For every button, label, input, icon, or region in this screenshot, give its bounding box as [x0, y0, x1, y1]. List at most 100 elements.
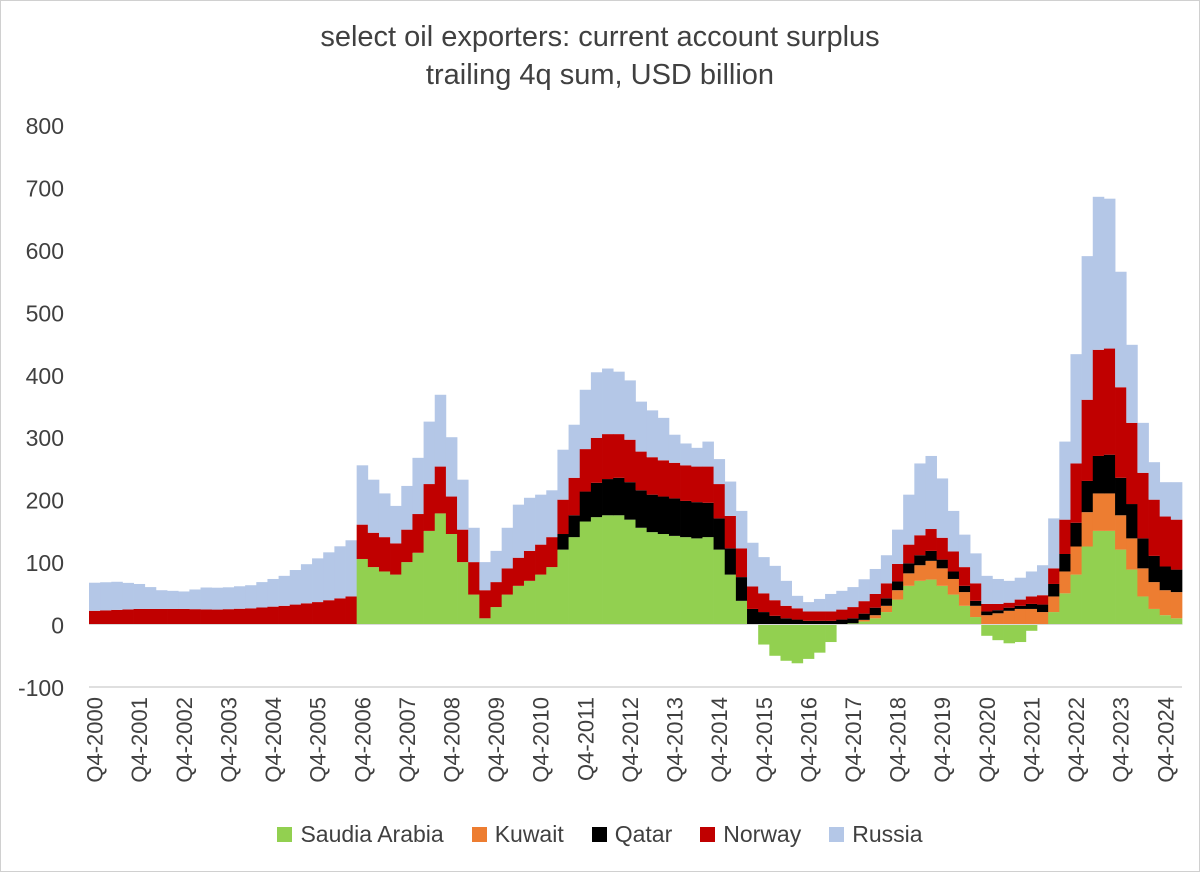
bar-segment	[1048, 596, 1060, 613]
legend-item: Norway	[700, 821, 801, 848]
y-tick-label: -100	[18, 675, 64, 701]
bar-segment	[1003, 624, 1016, 644]
bar-segment	[1159, 590, 1172, 616]
bar-segment	[769, 615, 781, 625]
bar-segment	[1159, 566, 1172, 591]
bar-segment	[1170, 569, 1183, 593]
bar-segment	[758, 557, 770, 594]
bar-segment	[914, 580, 926, 625]
bar-segment	[668, 434, 681, 463]
bar-segment	[713, 549, 726, 625]
bar-segment	[155, 608, 168, 625]
bar-segment	[167, 590, 179, 609]
bar-segment	[780, 618, 792, 625]
bar-segment	[981, 624, 993, 636]
bar-segment	[546, 537, 558, 568]
bar-segment	[657, 496, 670, 535]
bar-segment	[1037, 565, 1049, 596]
y-tick-label: 400	[26, 363, 64, 389]
bar-segment	[1003, 610, 1016, 625]
bar-segment	[1148, 555, 1161, 583]
bar-segment	[880, 598, 893, 606]
bar-segment	[947, 578, 960, 595]
chart-title: select oil exporters: current account su…	[320, 21, 880, 53]
bar-segment	[1048, 568, 1060, 584]
bar-segment	[1003, 607, 1016, 611]
x-tick-label: Q4-2017	[841, 697, 866, 783]
bar-segment	[869, 607, 882, 616]
bar-segment	[100, 610, 112, 625]
legend-swatch	[700, 827, 716, 842]
bar-segment	[1070, 522, 1082, 547]
bar-segment	[1115, 271, 1127, 388]
bar-segment	[702, 537, 714, 625]
bar-segment	[334, 546, 346, 599]
bar-segment	[1059, 441, 1071, 520]
bar-segment	[1103, 198, 1116, 349]
bar-segment	[970, 583, 982, 601]
bar-segment	[111, 609, 123, 625]
bar-segment	[1059, 519, 1071, 554]
bar-segment	[1059, 571, 1071, 594]
bar-segment	[702, 441, 714, 467]
bar-segment	[133, 583, 146, 609]
bar-segment	[635, 451, 647, 491]
bar-segment	[1126, 344, 1138, 423]
y-tick-label: 700	[26, 175, 64, 201]
x-tick-label: Q4-2023	[1109, 697, 1134, 783]
bar-segment	[1126, 569, 1138, 625]
bar-segment	[825, 611, 837, 621]
bar-segment	[847, 607, 859, 619]
bar-segment	[167, 608, 179, 625]
bar-segment	[858, 619, 871, 622]
bar-segment	[378, 493, 391, 538]
bar-segment	[657, 534, 670, 625]
bar-segment	[1115, 387, 1127, 478]
bar-segment	[579, 521, 592, 625]
bar-segment	[1170, 482, 1183, 520]
bar-segment	[691, 502, 703, 539]
bar-segment	[747, 608, 759, 625]
legend-swatch	[471, 827, 487, 842]
bar-segment	[323, 552, 335, 601]
bar-segment	[1103, 493, 1116, 531]
bar-segment	[657, 417, 670, 461]
x-tick-label: Q4-2010	[529, 697, 554, 783]
bar-segment	[1025, 608, 1038, 625]
bar-segment	[691, 538, 703, 625]
bar-segment	[278, 605, 291, 625]
bar-segment	[1126, 504, 1138, 539]
legend-label: Norway	[723, 821, 802, 847]
bar-segment	[300, 603, 313, 625]
bar-segment	[412, 514, 424, 553]
bar-segment	[702, 502, 714, 538]
y-tick-label: 100	[26, 550, 64, 576]
bar-segment	[724, 515, 737, 549]
bar-segment	[1025, 596, 1038, 604]
bar-segment	[602, 479, 614, 516]
bar-segment	[1115, 549, 1127, 625]
bar-segment	[869, 615, 882, 619]
bar-segment	[1081, 399, 1094, 481]
legend: Saudia Arabia Kuwait Qatar Norway Russia	[0, 821, 1200, 848]
legend-label: Russia	[852, 821, 923, 847]
bar-segment	[356, 558, 369, 625]
bar-segment	[445, 534, 458, 625]
bar-segment	[423, 484, 436, 531]
bar-segment	[925, 550, 937, 561]
bar-segment	[981, 615, 993, 625]
bar-segment	[646, 457, 659, 495]
bar-segment	[1170, 618, 1183, 625]
bar-segment	[880, 583, 893, 599]
bar-segment	[813, 624, 826, 653]
bar-segment	[579, 449, 592, 492]
bar-segment	[936, 585, 949, 625]
bar-segment	[390, 543, 402, 575]
bar-segment	[401, 485, 413, 530]
bar-segment	[1014, 599, 1027, 606]
bar-segment	[847, 623, 859, 625]
bar-segment	[802, 611, 815, 621]
bar-segment	[468, 594, 480, 625]
bar-segment	[981, 575, 993, 604]
bar-segment	[1137, 596, 1149, 625]
